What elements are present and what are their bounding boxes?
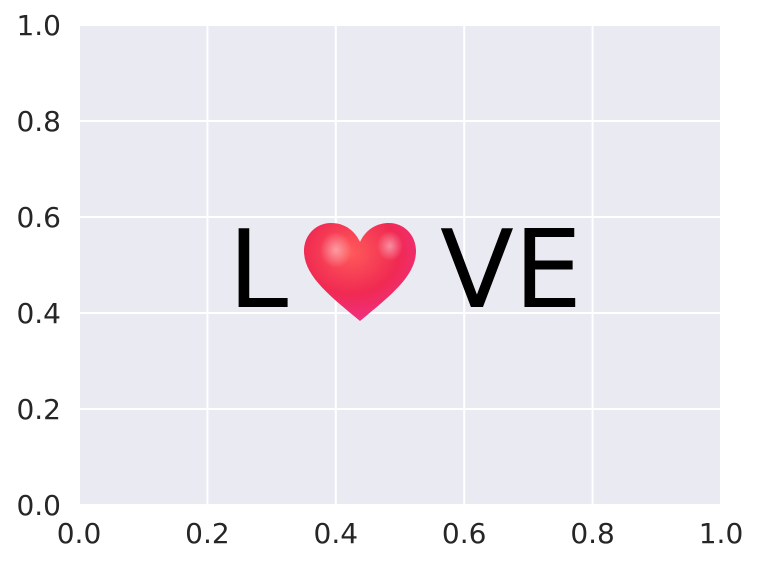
heart-icon <box>304 223 416 321</box>
x-tick-label: 1.0 <box>699 517 744 550</box>
x-tick-label: 0.6 <box>442 517 487 550</box>
annotation-text-left: L <box>228 208 288 333</box>
x-tick-label: 0.2 <box>185 517 230 550</box>
y-tick-label: 1.0 <box>16 9 61 42</box>
annotation-text-right: VE <box>440 208 582 333</box>
y-tick-label: 0.8 <box>16 105 61 138</box>
y-tick-label: 0.0 <box>16 489 61 522</box>
love-annotation: L VE <box>228 208 582 333</box>
x-tick-label: 0.8 <box>570 517 615 550</box>
x-tick-label: 0.4 <box>314 517 359 550</box>
x-axis-ticks: 0.0 0.2 0.4 0.6 0.8 1.0 <box>57 517 744 550</box>
y-axis-ticks: 0.0 0.2 0.4 0.6 0.8 1.0 <box>16 9 61 522</box>
y-tick-label: 0.2 <box>16 393 61 426</box>
y-tick-label: 0.6 <box>16 201 61 234</box>
x-tick-label: 0.0 <box>57 517 102 550</box>
y-tick-label: 0.4 <box>16 297 61 330</box>
